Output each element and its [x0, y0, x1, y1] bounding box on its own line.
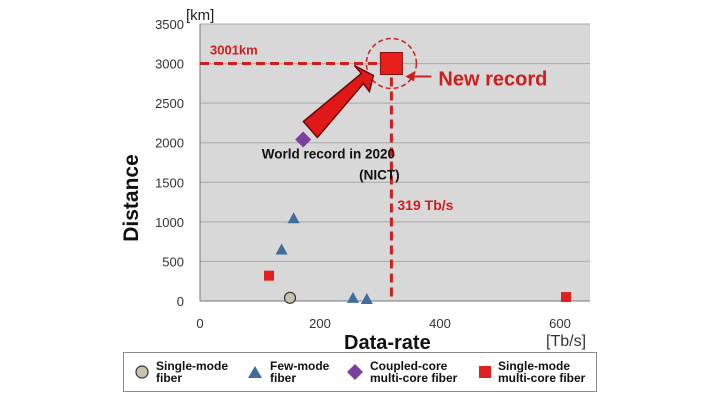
- x-axis-title: Data-rate: [344, 332, 431, 352]
- y-tick-label: 500: [162, 254, 184, 269]
- multi-core-point: [264, 270, 274, 281]
- y-unit-label: [km]: [186, 7, 214, 24]
- legend-label: Single-mode multi-core fiber: [498, 359, 586, 385]
- legend-label: Coupled-core multi-core fiber: [370, 359, 458, 385]
- y-tick-label: 3500: [155, 17, 184, 32]
- square-marker-icon: [479, 366, 491, 378]
- legend-item-single-mode-multicore: Single-mode multi-core fiber: [478, 353, 585, 391]
- y-tick-label: 1000: [155, 215, 184, 230]
- legend-item-single-mode: Single-mode fiber: [134, 353, 228, 391]
- y-tick-label: 3000: [155, 57, 184, 72]
- y-tick-labels: 0 500 1000 1500 2000 2500 3000 3500: [155, 17, 184, 309]
- axes: [199, 24, 590, 302]
- multi-core-point: [561, 292, 571, 303]
- x-tick-label: 600: [549, 316, 571, 331]
- circle-marker-icon: [135, 365, 149, 379]
- legend-label: Few-mode fiber: [270, 359, 330, 385]
- new-record-label: New record: [438, 68, 547, 90]
- y-axis-title: Distance: [120, 154, 143, 242]
- y-tick-label: 2500: [155, 96, 184, 111]
- world-record-label: World record in 2020: [262, 147, 395, 162]
- coupled-core-point: [295, 131, 312, 148]
- x-tick-label: 400: [429, 316, 451, 331]
- label-arrow-icon: [405, 71, 415, 82]
- y-tick-label: 0: [177, 294, 184, 309]
- legend-item-coupled-core: Coupled-core multi-core fiber: [346, 353, 457, 391]
- data-points: [264, 131, 571, 305]
- legend: Single-mode fiber Few-mode fiber Coupled…: [123, 352, 597, 392]
- few-mode-point: [287, 212, 300, 224]
- y-tick-label: 2000: [155, 136, 184, 151]
- record-distance-label: 3001km: [210, 42, 258, 57]
- few-mode-point: [275, 243, 288, 255]
- diamond-marker-icon: [347, 364, 363, 380]
- record-arrow-icon: [302, 64, 375, 139]
- record-point: [379, 51, 403, 75]
- x-tick-label: 0: [196, 316, 203, 331]
- few-mode-point: [360, 293, 373, 305]
- single-mode-point: [283, 291, 297, 304]
- world-record-label: (NICT): [359, 168, 400, 183]
- few-mode-point: [347, 291, 359, 303]
- x-tick-label: 200: [309, 316, 331, 331]
- x-tick-labels: 0 200 400 600: [196, 316, 570, 331]
- record-annotation: 3001km 319 Tb/s New record World record in …: [200, 37, 547, 301]
- x-unit-label: [Tb/s]: [546, 333, 586, 350]
- record-rate-label: 319 Tb/s: [397, 197, 453, 213]
- legend-label: Single-mode fiber: [156, 359, 229, 385]
- triangle-marker-icon: [248, 366, 262, 378]
- record-highlight-circle: [365, 37, 418, 90]
- y-tick-label: 1500: [155, 175, 184, 190]
- legend-item-few-mode: Few-mode fiber: [246, 353, 329, 391]
